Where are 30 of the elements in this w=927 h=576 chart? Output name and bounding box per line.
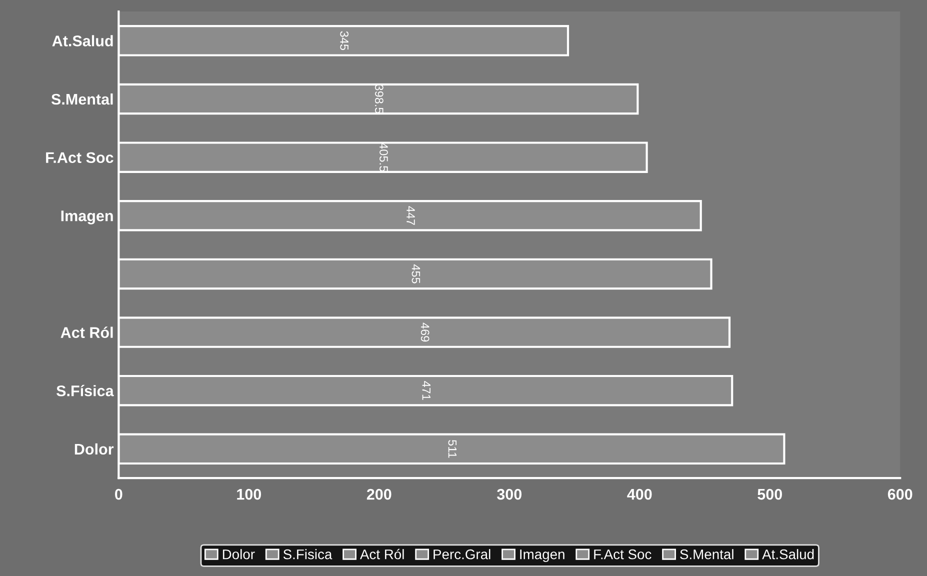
legend-label: At.Salud bbox=[762, 549, 814, 560]
legend-label: Act Ról bbox=[360, 548, 404, 560]
y-tick-label: S.Mental bbox=[51, 93, 113, 105]
y-tick-label: Act Ról bbox=[60, 326, 113, 338]
data-label: 345 bbox=[340, 31, 349, 50]
x-tick-label: 500 bbox=[758, 488, 782, 500]
legend-label: S.Fisica bbox=[283, 549, 332, 560]
data-label: 511 bbox=[448, 440, 456, 458]
data-label: 455 bbox=[412, 264, 420, 284]
x-tick-label: 400 bbox=[627, 488, 652, 500]
legend-label: S.Mental bbox=[680, 549, 734, 560]
x-tick-label: 100 bbox=[237, 488, 262, 500]
x-tick-label: 0 bbox=[115, 488, 122, 500]
data-label: 447 bbox=[406, 206, 415, 225]
legend-label: Perc.Gral bbox=[434, 549, 490, 560]
y-tick-label: F.Act Soc bbox=[46, 152, 114, 164]
data-label: 398.5 bbox=[374, 84, 384, 114]
y-tick-label: Imagen bbox=[61, 210, 113, 224]
legend-label: F.Act Soc bbox=[594, 549, 652, 560]
legend-label: Imagen bbox=[520, 550, 564, 562]
legend-label: Dolor bbox=[222, 549, 255, 560]
x-tick-label: 200 bbox=[366, 488, 392, 500]
data-label: 471 bbox=[422, 381, 430, 400]
y-tick-label: S.Física bbox=[56, 384, 114, 396]
data-label: 405.5 bbox=[380, 142, 388, 172]
data-label: 469 bbox=[420, 322, 430, 342]
x-tick-label: 600 bbox=[888, 488, 912, 500]
y-tick-label: Dolor bbox=[74, 443, 114, 455]
y-tick-label: At.Salud bbox=[52, 35, 113, 46]
x-tick-label: 300 bbox=[496, 488, 522, 500]
